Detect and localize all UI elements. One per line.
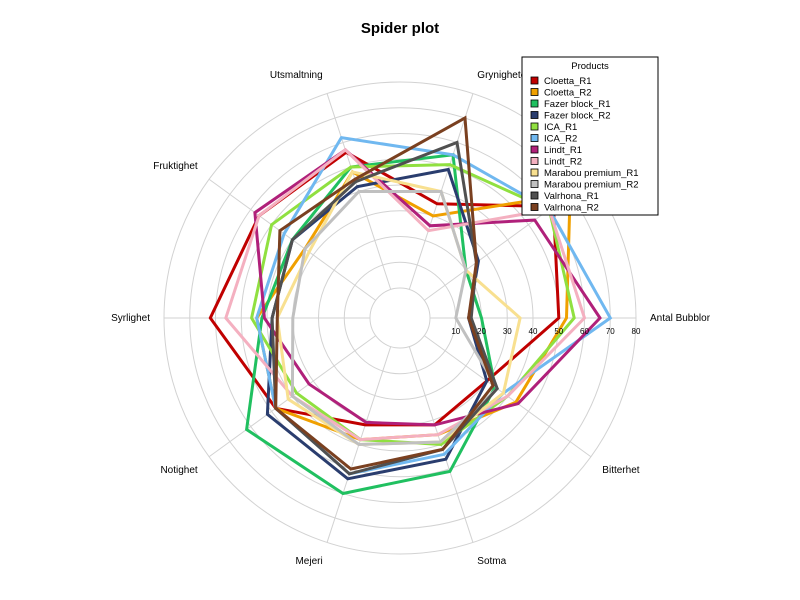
legend-entry: Lindt_R1 [544,145,582,156]
tick-label: 30 [503,327,512,336]
legend-title: Products [571,61,609,72]
legend-entry: Cloetta_R2 [544,88,592,99]
legend-swatch [530,76,539,85]
series-line-marabou-premium-r2 [290,190,500,447]
legend-swatch [530,180,539,188]
legend-entry: Cloetta_R1 [544,76,592,87]
tick-labels: 10 20 30 40 50 60 70 80 [451,327,641,336]
legend-entry: ICA_R2 [544,134,577,145]
tick-label: 60 [580,327,589,336]
series-line-cloetta-r1 [208,150,561,427]
legend-entry: Marabou premium_R1 [544,168,639,179]
series-line-ica-r2 [255,135,613,476]
grid-ring [369,287,431,349]
tick-label: 20 [477,327,486,336]
axis-label: Syrlighet [111,313,150,324]
legend-swatch [530,157,539,165]
axis-labels: Antal BubblorFargGrynighetenUtsmaltningF… [111,70,711,567]
axis-label: Notighet [160,465,197,476]
axis-label: Mejeri [295,556,322,567]
tick-label: 10 [451,327,460,336]
legend-swatch [530,111,539,119]
legend-swatch [530,88,539,96]
legend-entry: ICA_R1 [544,122,577,133]
legend-swatch [530,99,539,108]
axis-label: Sotma [477,556,506,567]
series-line-valrhona-r2 [274,115,495,471]
legend-entry: Lindt_R2 [544,157,582,168]
axis-label: Utsmaltning [270,70,323,81]
legend-swatch [530,203,539,211]
legend-swatch [530,122,539,131]
legend-swatch [530,191,539,200]
legend-entry: Valrhona_R1 [544,191,599,202]
legend-box [521,56,659,216]
legend-entry: Valrhona_R2 [544,203,599,214]
legend-swatch [530,145,539,154]
chart-title: Spider plot [360,20,440,37]
tick-label: 40 [529,327,538,336]
series-line-valrhona-r1 [270,140,499,476]
tick-label: 50 [554,327,563,336]
tick-label: 70 [606,327,615,336]
legend-swatch [530,134,539,142]
legend-entry: Marabou premium_R2 [544,180,639,191]
axis-label: Grynigheten [477,70,531,81]
tick-label: 80 [632,327,641,336]
axis-label: Bitterhet [602,465,639,476]
axis-label: Fruktighet [153,161,198,172]
series-layer [208,115,613,496]
legend-entry: Fazer block_R1 [544,99,611,110]
legend-entry: Fazer block_R2 [544,111,611,122]
legend-swatch [530,168,539,177]
axis-label: Antal Bubblor [650,313,711,324]
